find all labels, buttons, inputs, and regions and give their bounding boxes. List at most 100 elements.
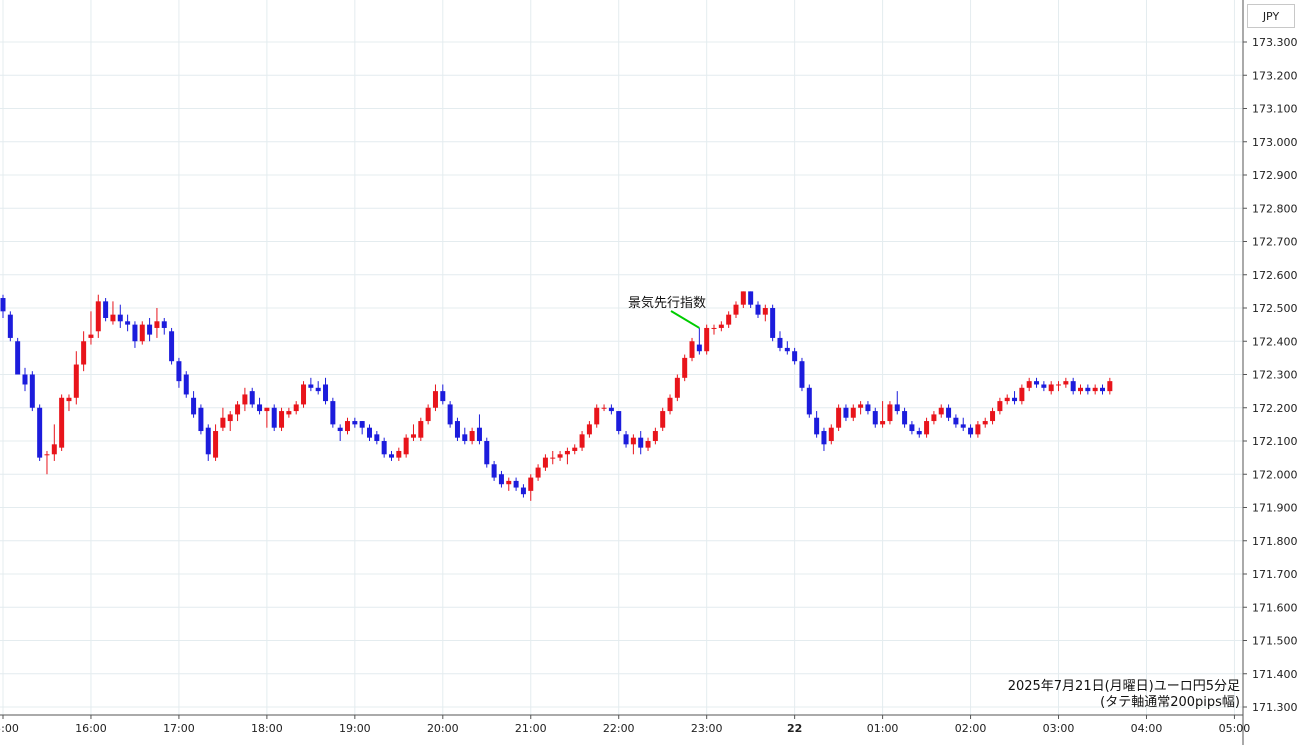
candle: [982, 417, 988, 428]
candle-body: [572, 447, 578, 451]
caption-line-1: 2025年7月21日(月曜日)ユーロ円5分足: [1007, 679, 1240, 694]
candle: [161, 317, 167, 335]
candle-body: [279, 411, 285, 428]
candle-body: [66, 397, 72, 402]
candle-body: [403, 437, 409, 455]
candle-body: [513, 480, 519, 488]
candle-body: [667, 397, 673, 412]
candle: [953, 414, 959, 428]
candle-body: [821, 431, 827, 445]
candle-body: [990, 411, 996, 422]
candle-body: [447, 404, 453, 425]
candle: [147, 317, 153, 342]
candle: [506, 477, 512, 491]
y-tick-label: 171.700: [1252, 568, 1298, 581]
candle: [205, 424, 211, 461]
y-tick-label: 172.800: [1252, 202, 1298, 215]
candle-body: [1063, 381, 1069, 385]
candle-body: [388, 454, 394, 458]
candle-body: [315, 387, 321, 392]
candle: [770, 304, 776, 342]
candle-body: [7, 314, 13, 338]
candle: [542, 454, 548, 471]
candle-body: [660, 411, 666, 428]
y-tick-label: 172.100: [1252, 435, 1298, 448]
candle-body: [491, 464, 497, 478]
candle-body: [132, 324, 138, 342]
grid-lines: [0, 0, 1243, 715]
candle: [630, 434, 636, 455]
annotation-line: [670, 310, 700, 329]
candle: [916, 427, 922, 438]
candle-body: [557, 454, 563, 458]
candle: [1056, 381, 1062, 392]
candle-body: [410, 434, 416, 438]
y-tick-label: 172.300: [1252, 369, 1298, 382]
candle-body: [15, 341, 21, 375]
candle-body: [22, 374, 28, 385]
candle: [323, 377, 329, 405]
candle-body: [271, 407, 277, 428]
candle: [1063, 377, 1069, 388]
candle: [718, 321, 724, 332]
candle-body: [777, 337, 783, 348]
candle: [454, 417, 460, 441]
candle-body: [1004, 397, 1010, 402]
candle-body: [264, 407, 270, 412]
candle: [15, 337, 21, 375]
x-tick-label: 22:00: [603, 722, 635, 735]
candle: [850, 404, 856, 422]
price-axis-labels: 171.300 171.400 171.500 171.600 171.700 171.8…: [1243, 36, 1298, 714]
candle: [814, 411, 820, 438]
candle-body: [117, 314, 123, 322]
y-tick-label: 171.500: [1252, 635, 1298, 648]
candle: [257, 397, 263, 415]
candle-body: [125, 321, 131, 325]
candle-body: [916, 431, 922, 435]
y-tick-label: 171.900: [1252, 502, 1298, 515]
candle-body: [308, 384, 314, 388]
currency-badge[interactable]: JPY: [1247, 4, 1295, 28]
candle: [682, 354, 688, 382]
candle: [381, 437, 387, 458]
candle-body: [1078, 387, 1084, 392]
y-tick-label: 172.500: [1252, 302, 1298, 315]
candle: [726, 311, 732, 328]
candle: [557, 450, 563, 461]
candle: [139, 321, 145, 345]
candle-body: [608, 407, 614, 412]
candle-body: [139, 324, 145, 342]
candle-body: [828, 427, 834, 441]
candle: [337, 424, 343, 441]
candle: [73, 351, 79, 405]
candle: [0, 294, 6, 318]
candle-body: [469, 431, 475, 441]
candle-body: [29, 374, 35, 408]
candle-body: [748, 291, 754, 305]
candle-body: [1012, 397, 1018, 402]
candle-body: [997, 401, 1003, 412]
candle: [938, 404, 944, 418]
candle: [550, 450, 556, 465]
candle-body: [95, 301, 101, 332]
x-tick-label: 23:00: [691, 722, 723, 735]
candle-body: [440, 391, 446, 402]
candle: [169, 327, 175, 365]
y-tick-label: 173.100: [1252, 103, 1298, 116]
candle: [1092, 384, 1098, 395]
candle: [1100, 384, 1105, 395]
candle: [909, 421, 915, 435]
candle-body: [51, 444, 57, 455]
candle-body: [946, 407, 952, 418]
candle-body: [696, 344, 702, 352]
candle: [586, 421, 592, 438]
candle-body: [249, 391, 255, 405]
candle-body: [682, 357, 688, 378]
candle-body: [689, 341, 695, 358]
candle-body: [337, 427, 343, 432]
candle-body: [1070, 381, 1076, 392]
candle: [1041, 381, 1047, 392]
candle: [198, 404, 204, 435]
candle: [293, 401, 299, 415]
candle: [476, 414, 482, 445]
